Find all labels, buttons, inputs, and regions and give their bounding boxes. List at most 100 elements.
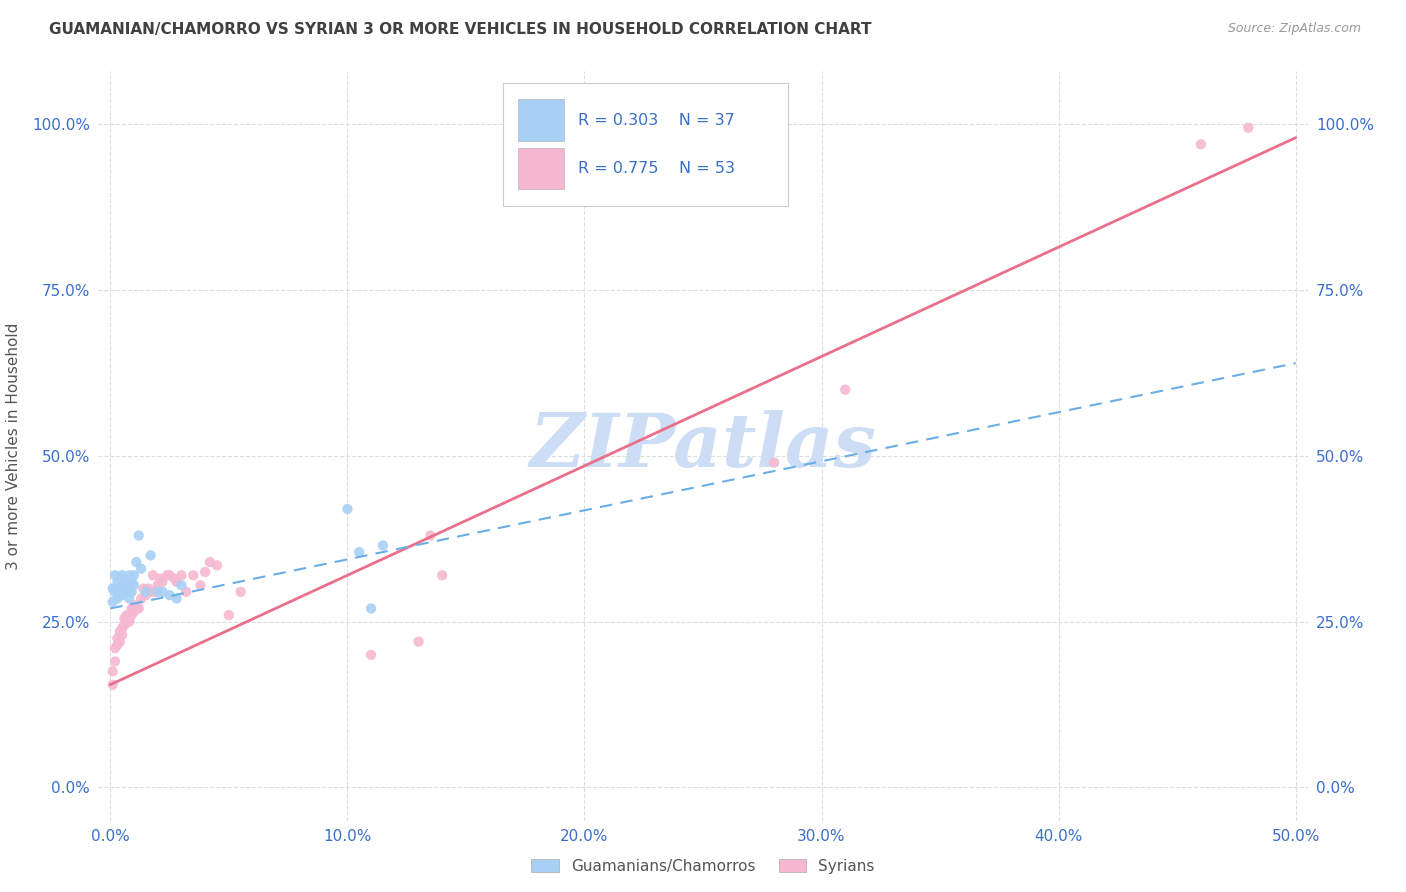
Point	[105, 582, 128, 596]
Point	[166, 591, 188, 606]
Point	[135, 588, 157, 602]
Point	[128, 601, 150, 615]
Point	[159, 568, 181, 582]
FancyBboxPatch shape	[503, 83, 787, 206]
Point	[129, 562, 152, 576]
Point	[121, 585, 143, 599]
Text: GUAMANIAN/CHAMORRO VS SYRIAN 3 OR MORE VEHICLES IN HOUSEHOLD CORRELATION CHART: GUAMANIAN/CHAMORRO VS SYRIAN 3 OR MORE V…	[49, 22, 872, 37]
Point	[104, 568, 127, 582]
Text: ZIPatlas: ZIPatlas	[530, 409, 876, 483]
Point	[834, 383, 856, 397]
Point	[104, 641, 127, 656]
Point	[135, 585, 157, 599]
Point	[136, 582, 159, 596]
Point	[108, 585, 131, 599]
Point	[229, 585, 252, 599]
Point	[104, 655, 127, 669]
Point	[194, 565, 217, 579]
Point	[115, 611, 138, 625]
Point	[129, 591, 152, 606]
Point	[111, 572, 134, 586]
Point	[122, 568, 145, 582]
Point	[111, 628, 134, 642]
Point	[108, 624, 131, 639]
Point	[111, 588, 134, 602]
Point	[174, 585, 197, 599]
Legend: Guamanians/Chamorros, Syrians: Guamanians/Chamorros, Syrians	[526, 853, 880, 880]
Point	[163, 572, 186, 586]
Point	[360, 601, 382, 615]
FancyBboxPatch shape	[517, 99, 564, 141]
Point	[118, 591, 141, 606]
Point	[198, 555, 221, 569]
Point	[115, 585, 138, 599]
Point	[347, 545, 370, 559]
Point	[115, 608, 138, 623]
Point	[114, 582, 136, 596]
FancyBboxPatch shape	[517, 148, 564, 189]
Point	[118, 615, 141, 629]
Point	[104, 585, 127, 599]
Point	[114, 585, 136, 599]
Point	[159, 588, 181, 602]
Point	[360, 648, 382, 662]
Point	[152, 585, 174, 599]
Point	[111, 568, 134, 582]
Point	[115, 574, 138, 589]
Point	[111, 621, 134, 635]
Point	[101, 582, 124, 596]
Point	[149, 572, 172, 586]
Point	[190, 578, 212, 592]
Point	[101, 665, 124, 679]
Point	[142, 568, 165, 582]
Point	[108, 634, 131, 648]
Point	[125, 555, 148, 569]
Point	[105, 632, 128, 646]
Point	[371, 539, 394, 553]
Point	[118, 568, 141, 582]
Point	[114, 611, 136, 625]
Point	[170, 578, 193, 592]
Point	[1237, 120, 1260, 135]
Point	[139, 585, 162, 599]
Point	[121, 601, 143, 615]
Point	[118, 611, 141, 625]
Point	[105, 591, 128, 606]
Point	[125, 601, 148, 615]
Text: Source: ZipAtlas.com: Source: ZipAtlas.com	[1227, 22, 1361, 36]
Point	[763, 456, 786, 470]
Point	[1189, 137, 1212, 152]
Point	[152, 574, 174, 589]
Point	[408, 634, 430, 648]
Point	[218, 608, 240, 623]
Point	[170, 568, 193, 582]
Point	[105, 638, 128, 652]
Point	[146, 585, 169, 599]
Text: R = 0.303    N = 37: R = 0.303 N = 37	[578, 112, 735, 128]
Point	[118, 582, 141, 596]
Point	[105, 574, 128, 589]
Point	[146, 578, 169, 592]
Point	[143, 585, 166, 599]
Point	[432, 568, 454, 582]
Point	[419, 528, 441, 542]
Point	[128, 528, 150, 542]
Point	[114, 618, 136, 632]
Point	[156, 568, 179, 582]
Y-axis label: 3 or more Vehicles in Household: 3 or more Vehicles in Household	[6, 322, 21, 570]
Text: R = 0.775    N = 53: R = 0.775 N = 53	[578, 161, 735, 177]
Point	[101, 678, 124, 692]
Point	[166, 574, 188, 589]
Point	[139, 549, 162, 563]
Point	[181, 568, 204, 582]
Point	[121, 608, 143, 623]
Point	[121, 574, 143, 589]
Point	[122, 598, 145, 612]
Point	[108, 582, 131, 596]
Point	[122, 578, 145, 592]
Point	[132, 582, 155, 596]
Point	[101, 595, 124, 609]
Point	[122, 605, 145, 619]
Point	[205, 558, 228, 573]
Point	[336, 502, 359, 516]
